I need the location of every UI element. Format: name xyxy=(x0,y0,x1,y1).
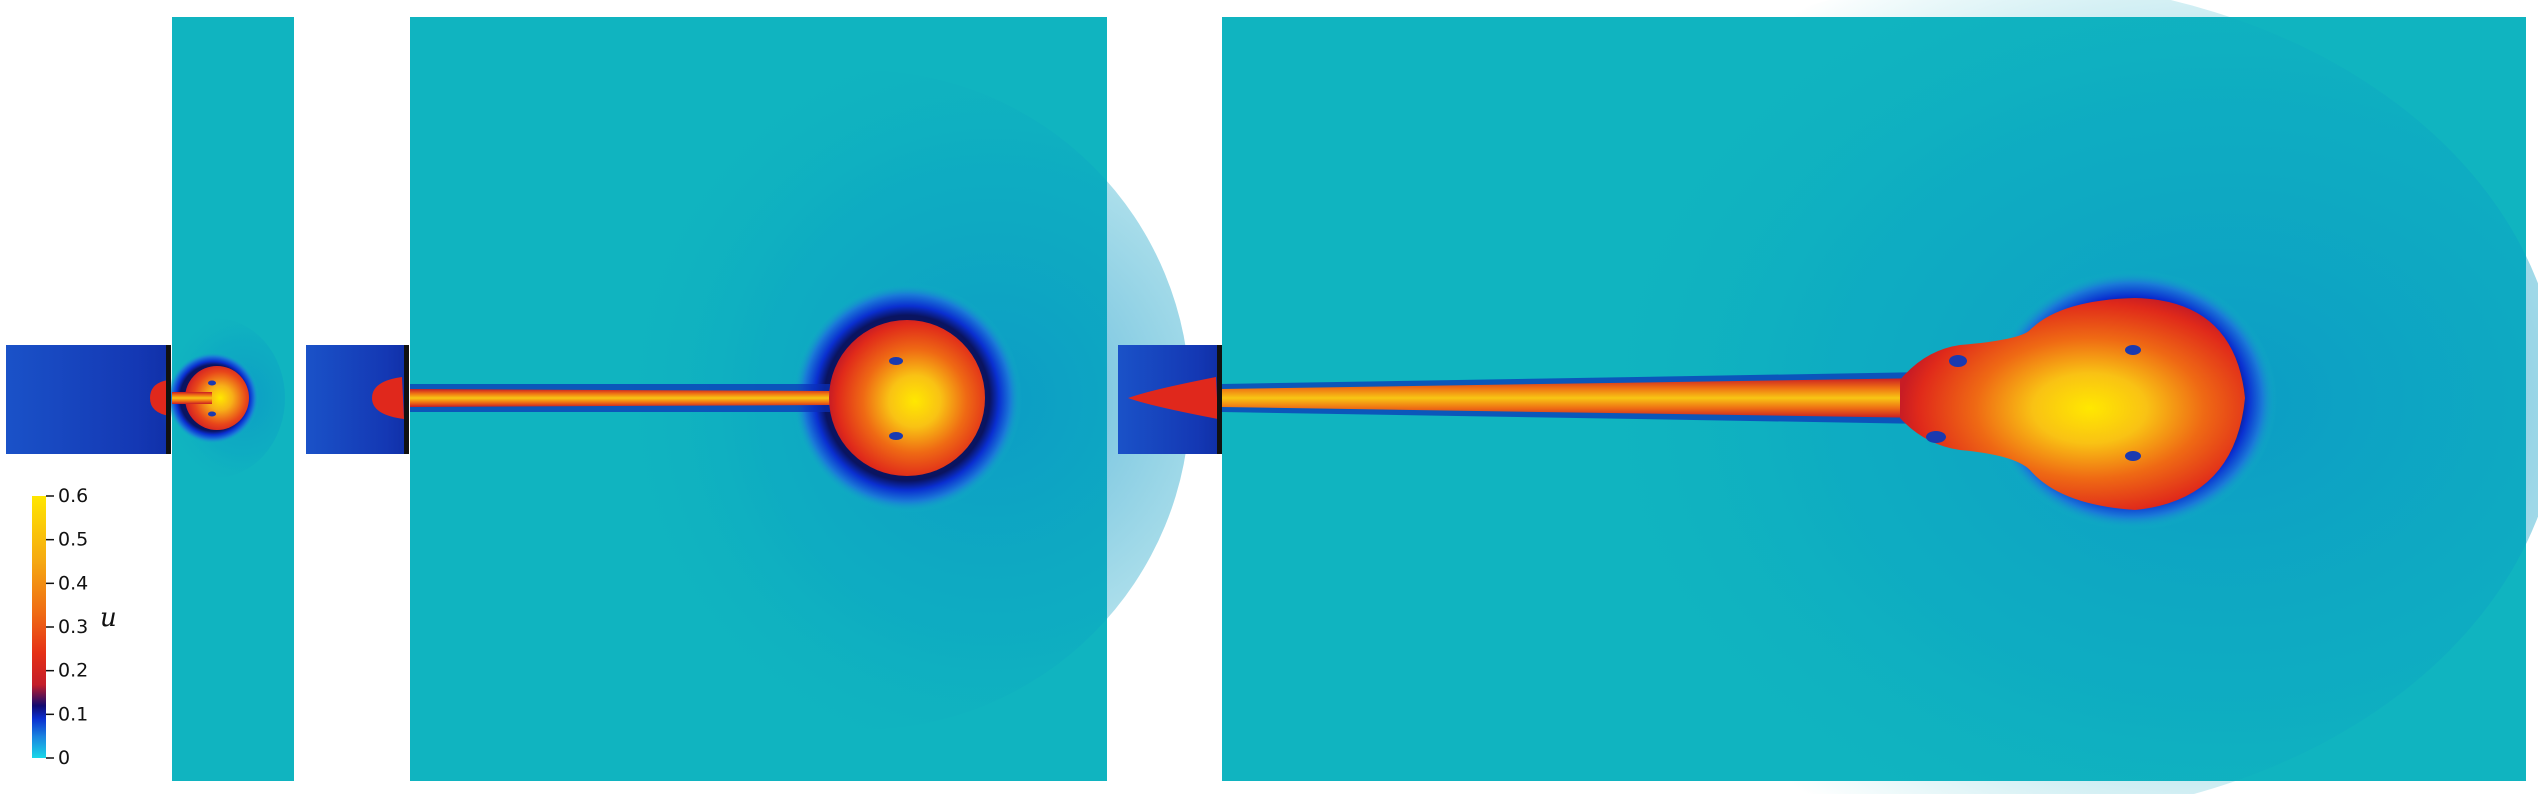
panel-3-inlet-plume xyxy=(1128,377,1218,419)
panel-1-inlet-plume xyxy=(150,380,170,416)
panel-2 xyxy=(306,17,1190,781)
colorbar-ticks: 0 0.1 0.2 0.3 0.4 0.5 0.6 xyxy=(46,485,88,769)
panel-3-vortex-bottom xyxy=(2125,451,2141,461)
panel-1-wall xyxy=(166,345,171,454)
colorbar-tick-label: 0.2 xyxy=(58,660,88,682)
panel-3-wall xyxy=(1217,345,1222,454)
colorbar-tick-label: 0.4 xyxy=(58,572,88,594)
panel-2-jet xyxy=(410,389,830,407)
colorbar-tick-label: 0.3 xyxy=(58,616,88,638)
panel-1-jet xyxy=(172,392,212,404)
colorbar-tick-label: 0.6 xyxy=(58,485,88,507)
panel-2-inlet-plume xyxy=(372,377,404,419)
panel-2-wall xyxy=(404,345,409,454)
colorbar-tick-label: 0.5 xyxy=(58,529,88,551)
panel-3 xyxy=(1118,0,2538,794)
panel-1-inlet-channel xyxy=(6,345,169,454)
colorbar-tick-label: 0.1 xyxy=(58,703,88,725)
panel-3-jet xyxy=(1222,378,1930,418)
panel-1-vortex-top xyxy=(208,380,216,386)
colorbar-variable-label: u xyxy=(100,603,117,633)
colorbar-tick-label: 0 xyxy=(58,747,70,769)
panel-2-bubble xyxy=(829,320,985,476)
panel-1-bubble xyxy=(185,366,249,430)
panel-2-vortex-bottom xyxy=(889,432,903,440)
colorbar-scale xyxy=(32,496,46,758)
panel-1-vortex-bottom xyxy=(208,411,216,417)
panel-3-bubble xyxy=(1900,298,2245,510)
panel-3-vortex-top xyxy=(2125,345,2141,355)
colorbar: 0 0.1 0.2 0.3 0.4 0.5 0.6 u xyxy=(32,485,117,769)
panel-1 xyxy=(6,17,294,781)
panel-2-vortex-top xyxy=(889,357,903,365)
